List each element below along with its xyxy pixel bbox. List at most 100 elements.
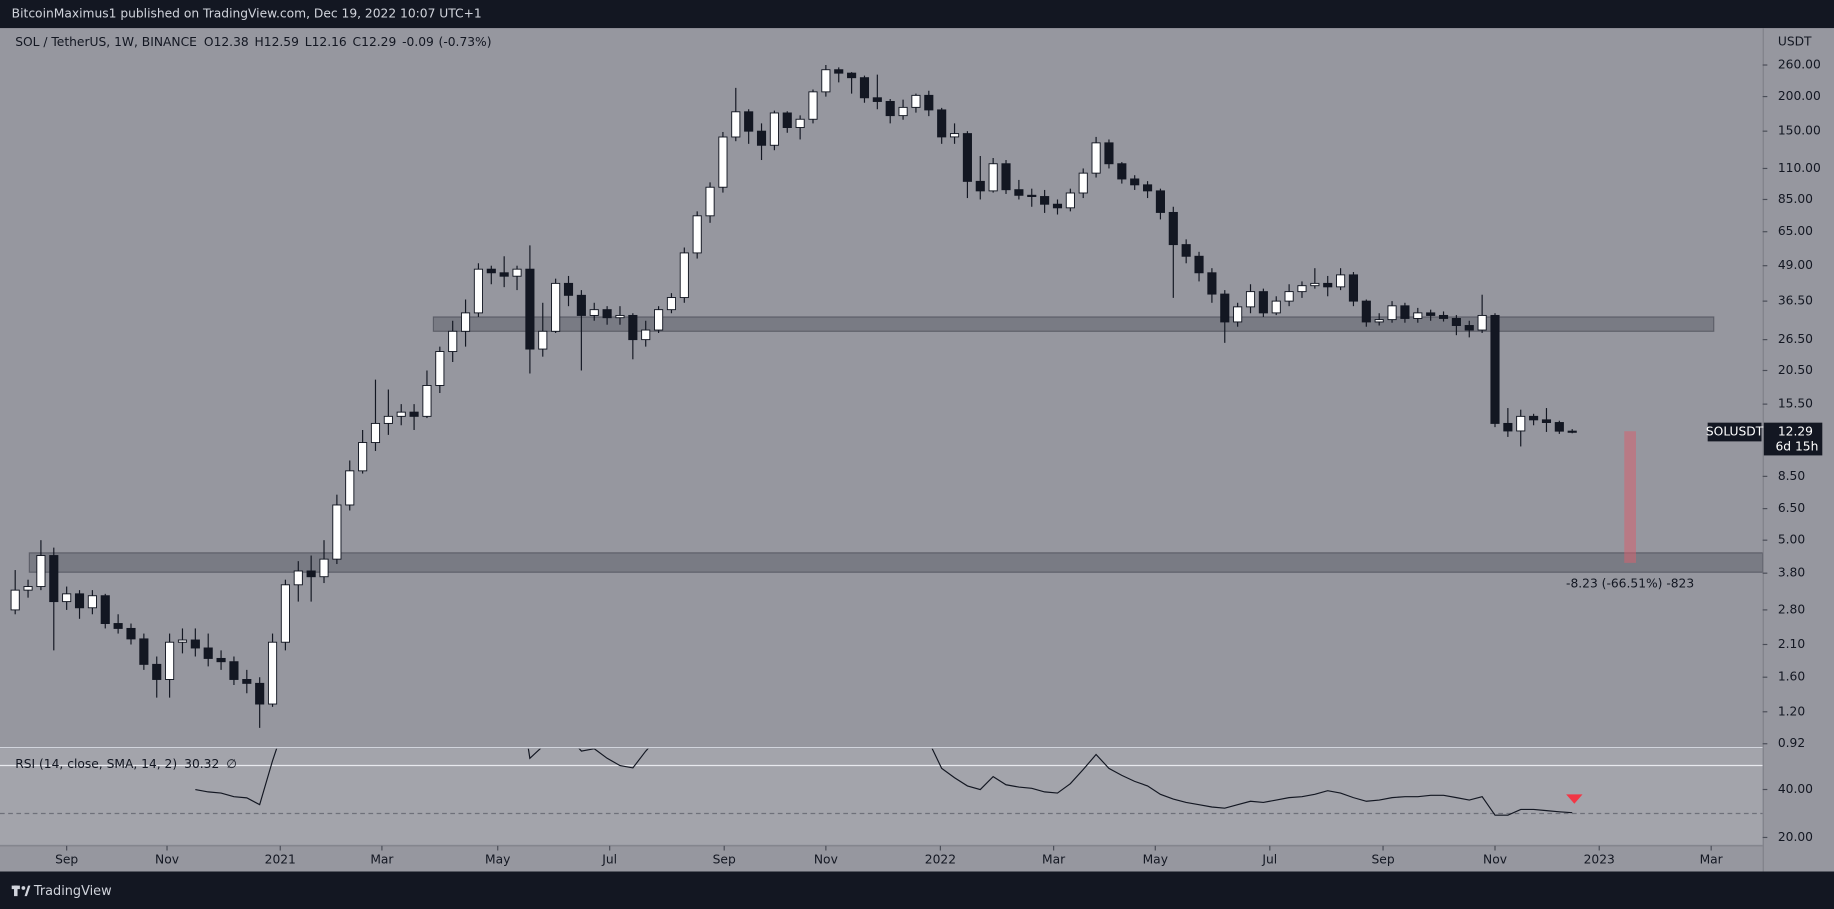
candle-body xyxy=(23,586,33,591)
candle-body xyxy=(1348,274,1359,302)
candle-body xyxy=(177,639,188,643)
candle-body xyxy=(692,215,702,254)
candle-body xyxy=(1194,255,1204,274)
candle-body xyxy=(1438,314,1449,319)
candle-body xyxy=(216,657,226,663)
x-tick-label: 2022 xyxy=(925,852,956,866)
y-tick-label: 65.00 xyxy=(1778,224,1813,238)
candle-body xyxy=(113,623,123,629)
candle-body xyxy=(1168,211,1178,246)
ohlc-label: L xyxy=(305,35,312,49)
candle-body xyxy=(332,504,342,560)
candle-body xyxy=(1220,293,1230,323)
candle-body xyxy=(126,627,136,640)
candle-body xyxy=(1271,300,1281,314)
candle-body xyxy=(1400,305,1410,319)
candle-body xyxy=(74,593,85,609)
candle-body xyxy=(293,570,303,586)
ohlc-value: 12.16 xyxy=(312,35,347,49)
y-tick-label: 15.50 xyxy=(1778,397,1813,411)
candle-body xyxy=(641,329,651,341)
candle-body xyxy=(937,109,947,138)
candle-body xyxy=(486,268,496,274)
y-tick-label: 200.00 xyxy=(1778,89,1821,103)
ohlc-value: 12.38 xyxy=(214,35,249,49)
y-tick-label: 5.00 xyxy=(1778,533,1805,547)
candle-body xyxy=(1541,419,1552,423)
symbol-legend: SOL / TetherUS, 1W, BINANCE O12.38 H12.59 L… xyxy=(15,35,491,49)
candle-body xyxy=(962,133,972,182)
candle-body xyxy=(1245,291,1256,308)
candle-body xyxy=(589,309,599,316)
y-tick-label: 49.00 xyxy=(1778,258,1813,272)
candle-body xyxy=(1143,184,1153,192)
candle-body xyxy=(1117,163,1127,180)
candle-body xyxy=(139,638,149,665)
rsi-symbol: ∅ xyxy=(226,756,237,770)
candle-body xyxy=(975,180,985,192)
zone xyxy=(432,316,1715,332)
ohlc-value: 12.59 xyxy=(264,35,299,49)
candle-body xyxy=(190,639,200,649)
candle-body xyxy=(538,330,548,350)
candle-body xyxy=(847,72,857,79)
candle-body xyxy=(666,297,677,311)
candle-body xyxy=(834,69,844,74)
change-pct: (-0.73%) xyxy=(439,35,492,49)
y-tick-label: 1.60 xyxy=(1778,670,1805,684)
x-tick-label: May xyxy=(1143,852,1168,866)
y-tick-label: 2.10 xyxy=(1778,637,1805,651)
candle-body xyxy=(396,411,406,417)
candle-body xyxy=(306,570,316,578)
candle-body xyxy=(1155,190,1165,213)
candle-body xyxy=(1284,291,1294,302)
candle-body xyxy=(525,268,535,350)
change: -0.09 xyxy=(402,35,434,49)
candle-body xyxy=(435,351,445,386)
candle-body xyxy=(949,133,960,138)
y-tick-label: 0.92 xyxy=(1778,736,1805,750)
x-tick-label: Nov xyxy=(814,852,838,866)
candle-body xyxy=(1052,203,1063,209)
candle-body xyxy=(1001,163,1011,191)
candle-body xyxy=(1310,282,1320,287)
candle-body xyxy=(203,647,213,659)
rsi-y-tick-label: 40.00 xyxy=(1778,782,1813,796)
x-tick-label: Nov xyxy=(1483,852,1507,866)
candle-body xyxy=(924,94,934,111)
overlay: SOL / TetherUS, 1W, BINANCE O12.38 H12.59 L… xyxy=(15,35,1823,866)
candle-body xyxy=(744,111,754,132)
candle-body xyxy=(1503,422,1513,432)
rsi-plot xyxy=(0,748,1763,816)
candle-body xyxy=(628,314,638,341)
candle-body xyxy=(1374,319,1384,323)
candle-body xyxy=(370,422,381,444)
ohlc-label: C xyxy=(353,35,362,49)
price-pane xyxy=(10,65,1763,728)
candle-body xyxy=(499,272,509,277)
candle-body xyxy=(165,641,175,680)
ohlc-label: H xyxy=(255,35,264,49)
rsi-marker xyxy=(1566,794,1583,804)
x-tick-label: Mar xyxy=(370,852,394,866)
y-tick-label: 6.50 xyxy=(1778,501,1805,515)
candle-body xyxy=(769,112,779,146)
brand: TradingView xyxy=(33,884,112,899)
candle-body xyxy=(602,309,612,319)
candle-body xyxy=(1130,178,1140,186)
candle-body xyxy=(1426,312,1436,316)
candle-body xyxy=(1040,196,1050,205)
rsi-y-tick-label: 20.00 xyxy=(1778,830,1813,844)
candle-body xyxy=(615,314,625,319)
x-tick-label: Nov xyxy=(155,852,179,866)
candle-body xyxy=(551,282,561,332)
symbol-tag-text: SOLUSDT xyxy=(1706,425,1764,439)
candle-body xyxy=(988,163,998,192)
publisher: BitcoinMaximus1 published on TradingView… xyxy=(12,7,482,21)
candle-body xyxy=(679,252,689,299)
candle-body xyxy=(1477,314,1487,331)
candle-body xyxy=(1104,142,1114,165)
candle-body xyxy=(1567,430,1577,433)
